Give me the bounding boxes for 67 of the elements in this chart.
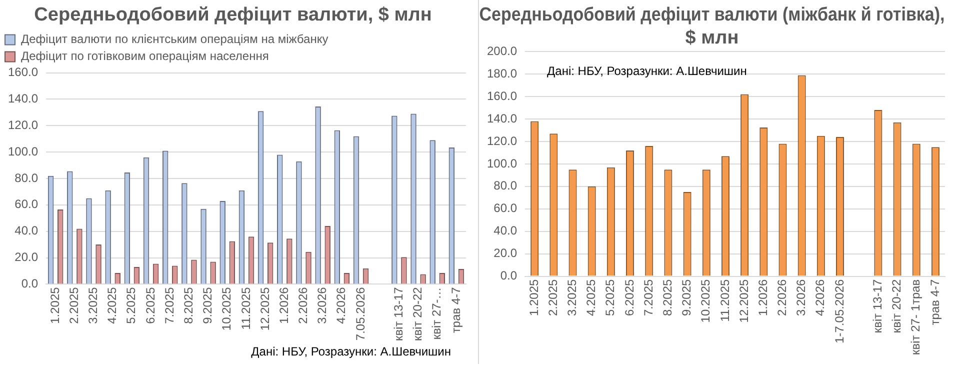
x-tick-label: 4.2026 xyxy=(813,278,828,316)
y-tick-label: 80.0 xyxy=(494,178,518,193)
x-tick-label: 7.2025 xyxy=(641,278,656,316)
x-tick-label: 1-7.05.2026 xyxy=(832,278,846,344)
y-tick-label: 0.0 xyxy=(21,276,38,290)
y-tick-label: 60.0 xyxy=(494,201,518,216)
x-tick-label: 7.2025 xyxy=(162,286,176,324)
x-tick-label: 6.2025 xyxy=(622,278,636,316)
x-tick-label: 2.2025 xyxy=(66,286,81,324)
x-tick-label: 2.2025 xyxy=(546,278,560,316)
x-tick-label: 3.2026 xyxy=(794,278,808,316)
x-tick-label: 5.2025 xyxy=(603,278,618,316)
y-tick-label: 60.0 xyxy=(14,197,38,212)
x-tick-label: 1.2026 xyxy=(756,278,770,316)
x-tick-label: 3.2025 xyxy=(565,278,580,316)
x-tick-label: 4.2026 xyxy=(334,286,348,324)
x-tick-label: 9.2025 xyxy=(200,286,215,324)
y-tick-label: 20.0 xyxy=(494,246,518,260)
x-tick-label: 12.2025 xyxy=(258,286,272,331)
x-tick-label: 10.2025 xyxy=(698,278,713,323)
x-tick-label: 7.05.2026 xyxy=(353,286,368,341)
x-tick-label: 8.2025 xyxy=(660,278,675,316)
y-tick-label: 80.0 xyxy=(14,170,38,185)
y-tick-label: 40.0 xyxy=(494,224,518,238)
y-tick-label: 160.0 xyxy=(8,65,38,80)
y-tick-label: 140.0 xyxy=(8,92,38,106)
x-tick-label: 1.2025 xyxy=(48,286,62,324)
x-tick-label: 4.2025 xyxy=(105,286,120,324)
legend-label: Дефіцит валюти по клієнтським операціям на міжбанку xyxy=(21,32,328,46)
legend-label: Дефіцит по готівковим операціям населення xyxy=(21,49,269,64)
y-tick-label: 160.0 xyxy=(487,88,518,103)
x-tick-label: 4.2025 xyxy=(584,278,598,316)
x-tick-label: 3.2026 xyxy=(315,286,330,324)
x-tick-label: квіт 20-22 xyxy=(410,286,425,341)
x-tick-label: квіт 27- 1трав xyxy=(908,279,923,356)
x-tick-label: 1.2025 xyxy=(526,278,541,316)
x-tick-label: 8.2025 xyxy=(182,286,196,324)
x-tick-label: 5.2025 xyxy=(124,286,138,324)
x-tick-label: квіт 20-22 xyxy=(890,278,904,334)
x-tick-label: квіт 13-17 xyxy=(870,278,884,334)
x-tick-label: 10.2025 xyxy=(220,286,234,331)
y-tick-label: 40.0 xyxy=(14,224,38,238)
annotation: Дані: НБУ, Розразунки: А.Шевчишин xyxy=(547,64,747,78)
x-tick-label: 6.2025 xyxy=(143,286,158,324)
x-tick-label: 3.2025 xyxy=(86,286,100,324)
y-tick-label: 100.0 xyxy=(487,156,518,170)
x-tick-label: квіт 27-… xyxy=(430,287,444,340)
y-tick-label: 120.0 xyxy=(8,118,38,132)
y-tick-label: 20.0 xyxy=(14,250,38,264)
y-tick-label: 100.0 xyxy=(8,144,38,158)
x-tick-label: трав 4-7 xyxy=(928,278,942,326)
y-tick-label: 180.0 xyxy=(487,66,518,80)
y-tick-label: 140.0 xyxy=(487,111,518,126)
x-tick-label: квіт 13-17 xyxy=(392,286,406,341)
x-tick-label: 11.2025 xyxy=(238,286,253,330)
y-tick-label: 120.0 xyxy=(487,134,518,148)
x-tick-label: 11.2025 xyxy=(718,278,732,322)
x-tick-label: 12.2025 xyxy=(736,278,751,323)
x-tick-label: 1.2026 xyxy=(276,286,291,324)
x-tick-label: 9.2025 xyxy=(680,278,694,316)
text: Дані: НБУ, Розразунки: А.Шевчишин xyxy=(251,344,451,358)
x-tick-label: 2.2026 xyxy=(296,286,310,324)
chart-title: Середньодобовий дефіцит валюти, $ млн xyxy=(34,4,432,26)
y-tick-label: 200.0 xyxy=(487,44,518,58)
x-tick-label: трав 4-7 xyxy=(448,286,463,334)
y-tick-label: 0.0 xyxy=(500,268,518,283)
x-tick-label: 2.2026 xyxy=(775,278,790,316)
